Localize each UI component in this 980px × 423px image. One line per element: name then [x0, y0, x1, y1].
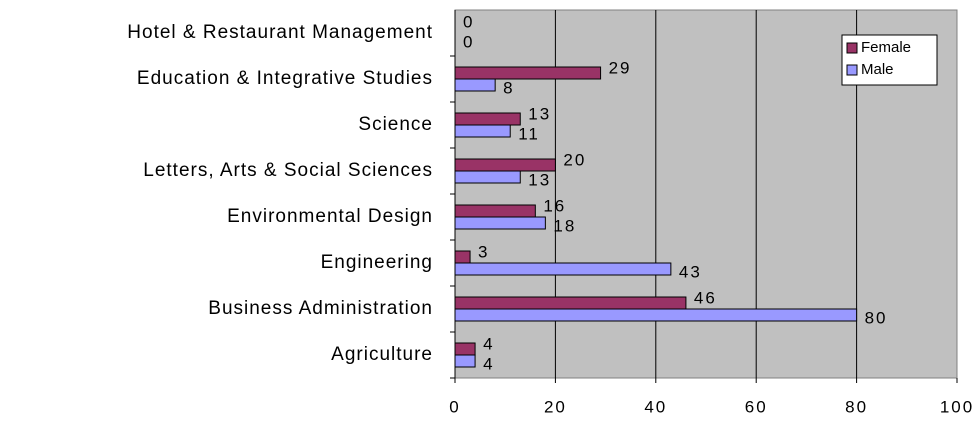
- y-tick-label: Science: [358, 114, 433, 135]
- data-label: 11: [518, 124, 540, 143]
- y-tick-label: Education & Integrative Studies: [137, 68, 433, 89]
- bar: [454, 342, 476, 356]
- y-tick-label: Hotel & Restaurant Management: [127, 22, 433, 43]
- data-label: 13: [528, 104, 551, 123]
- bar: [454, 296, 687, 310]
- x-tick-label: 20: [544, 397, 567, 416]
- bar: [454, 216, 546, 230]
- bar: [454, 112, 521, 126]
- data-label: 16: [543, 196, 566, 215]
- y-tick-label: Engineering: [321, 252, 433, 273]
- x-tick-label: 40: [644, 397, 667, 416]
- x-tick-label: 100: [940, 397, 974, 416]
- data-label: 3: [478, 242, 489, 261]
- bar: [454, 66, 602, 80]
- bar: [454, 308, 858, 322]
- bar: [454, 204, 536, 218]
- data-label: 18: [553, 216, 576, 235]
- x-tick-label: 0: [449, 397, 460, 416]
- legend-swatch: [846, 42, 858, 54]
- data-label: 8: [503, 78, 514, 97]
- legend-swatch: [846, 64, 858, 76]
- y-tick-label: Agriculture: [331, 344, 433, 365]
- data-label: 20: [563, 150, 586, 169]
- data-label: 46: [694, 288, 717, 307]
- y-tick-label: Environmental Design: [227, 206, 433, 227]
- legend-box: [841, 34, 938, 86]
- bar: [454, 250, 471, 264]
- legend-label: Male: [861, 61, 894, 78]
- x-tick-label: 60: [745, 397, 768, 416]
- data-label: 29: [609, 58, 632, 77]
- legend-label: Female: [861, 39, 911, 56]
- bar: [454, 170, 521, 184]
- y-tick-label: Letters, Arts & Social Sciences: [143, 160, 433, 181]
- data-label: 13: [528, 170, 551, 189]
- data-label: 80: [865, 308, 888, 327]
- bar: [454, 124, 511, 138]
- y-tick-label: Business Administration: [208, 298, 433, 319]
- data-label: 4: [483, 334, 494, 353]
- x-tick-label: 80: [845, 397, 868, 416]
- data-label: 0: [463, 12, 474, 31]
- bar: [454, 262, 672, 276]
- data-label: 0: [463, 32, 474, 51]
- bar: [454, 354, 476, 368]
- data-label: 43: [679, 262, 702, 281]
- bar: [454, 78, 496, 92]
- bar: [454, 158, 556, 172]
- data-label: 4: [483, 354, 494, 373]
